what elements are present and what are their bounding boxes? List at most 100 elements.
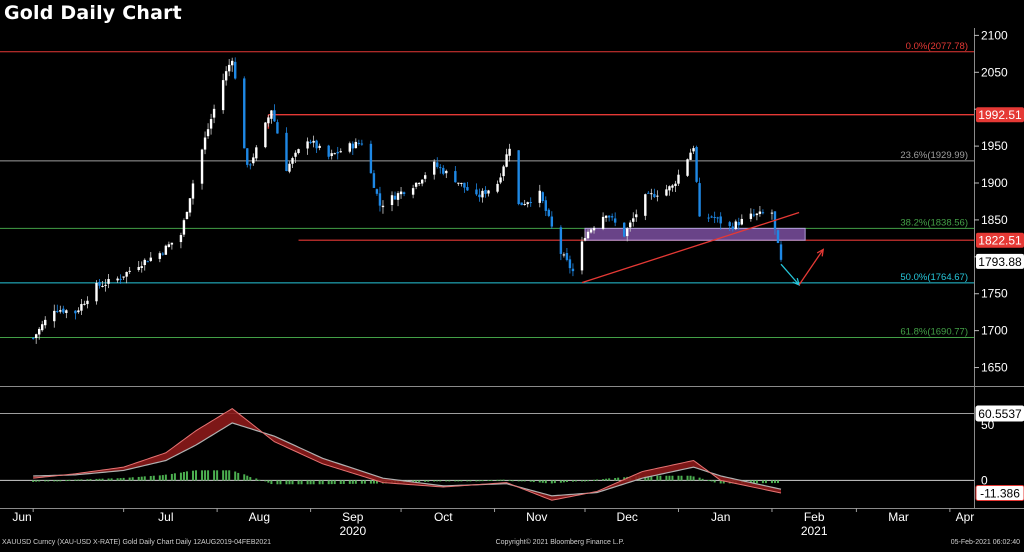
candle-body [517, 150, 520, 205]
price-tag-bg [976, 232, 1024, 248]
candle-body [505, 154, 508, 167]
histogram-bar [32, 480, 35, 482]
candle-body [586, 231, 590, 239]
histogram-bar [650, 475, 653, 481]
histogram-bar [137, 476, 140, 481]
histogram-bar [499, 479, 502, 481]
candle-body [632, 218, 635, 222]
candle-body [318, 145, 321, 148]
candle-body [779, 244, 783, 260]
histogram-bar [228, 470, 231, 481]
histogram-bar [665, 475, 668, 481]
candle-body [647, 192, 650, 194]
histogram-bar [59, 480, 62, 482]
histogram-bar [656, 475, 659, 481]
x-tick-label: Jan [711, 510, 730, 524]
candle-body [668, 186, 671, 191]
histogram-bar [285, 480, 288, 485]
candle-body [761, 212, 765, 214]
histogram-bar [306, 480, 309, 485]
price-tag-label: 1992.51 [978, 108, 1022, 122]
histogram-bar [602, 479, 605, 481]
x-tick-label: Sep [342, 510, 364, 524]
candle-body [146, 261, 149, 263]
histogram-bar [713, 480, 716, 483]
x-tick-label: Nov [526, 510, 547, 524]
candle-body [375, 189, 379, 194]
y-tick-label: 1900 [981, 176, 1008, 190]
macd-histogram [32, 470, 779, 485]
macd-value-tag-label: 60.5537 [978, 407, 1022, 421]
x-tick-label: Dec [617, 510, 638, 524]
candle-body [212, 108, 216, 118]
candle-body [101, 285, 104, 287]
candle-body [372, 173, 376, 188]
macd-value-tag-label: -11.386 [980, 486, 1020, 500]
histogram-bar [195, 470, 198, 481]
candle-body [221, 80, 225, 111]
histogram-bar [454, 480, 457, 482]
candle-body [80, 304, 83, 311]
histogram-bar [559, 480, 562, 483]
histogram-bar [460, 480, 463, 482]
histogram-bar [445, 480, 448, 482]
macd-band [33, 408, 782, 501]
candle-body [357, 142, 361, 144]
candle-body [38, 328, 41, 335]
histogram-bar [719, 480, 722, 484]
histogram-bar [89, 479, 92, 481]
candle-body [396, 193, 400, 200]
histogram-bar [574, 480, 577, 482]
histogram-bar [327, 480, 330, 485]
candle-body [417, 183, 421, 185]
candle-body [306, 141, 309, 149]
histogram-bar [773, 480, 776, 484]
candle-body [98, 281, 101, 286]
candle-body [44, 319, 47, 326]
candle-body [315, 140, 318, 149]
candle-body [297, 149, 300, 153]
signal-line [33, 422, 782, 497]
candle-body [291, 158, 294, 164]
candle-body [62, 308, 65, 313]
projection-arrowhead [816, 248, 825, 257]
candle-body [496, 183, 499, 192]
histogram-bar [749, 480, 752, 484]
y-tick-label: 2050 [981, 65, 1008, 79]
candle-body [466, 187, 469, 191]
histogram-bar [565, 480, 568, 482]
candle-body [580, 241, 584, 271]
macd-line [33, 407, 782, 501]
histogram-bar [508, 479, 511, 481]
histogram-bar [360, 480, 363, 484]
price-tag-bg [976, 107, 1024, 123]
histogram-bar [80, 479, 83, 481]
candle-body [665, 189, 668, 196]
histogram-bar [354, 480, 357, 484]
candle-body [755, 213, 759, 216]
histogram-bar [140, 476, 143, 481]
histogram-bar [623, 477, 626, 481]
candle-body [604, 215, 608, 218]
candle-body [164, 245, 168, 255]
candle-body [650, 193, 653, 195]
candle-body [170, 242, 174, 245]
candle-body [689, 152, 692, 160]
candle-body [128, 270, 131, 272]
candle-body [776, 230, 780, 243]
candle-body [610, 216, 614, 218]
candle-body [601, 216, 605, 229]
candle-body [158, 253, 162, 259]
candle-body [445, 170, 448, 174]
histogram-bar [291, 480, 294, 485]
histogram-bar [288, 480, 291, 485]
candle-body [41, 324, 44, 331]
histogram-bar [179, 472, 182, 481]
candle-body [179, 235, 183, 243]
fib-label: 61.8%(1690.77) [900, 326, 968, 337]
candle-body [571, 268, 575, 272]
histogram-bar [584, 480, 587, 482]
histogram-bar [562, 480, 565, 483]
candle-body [529, 202, 532, 204]
histogram-bar [65, 480, 68, 482]
